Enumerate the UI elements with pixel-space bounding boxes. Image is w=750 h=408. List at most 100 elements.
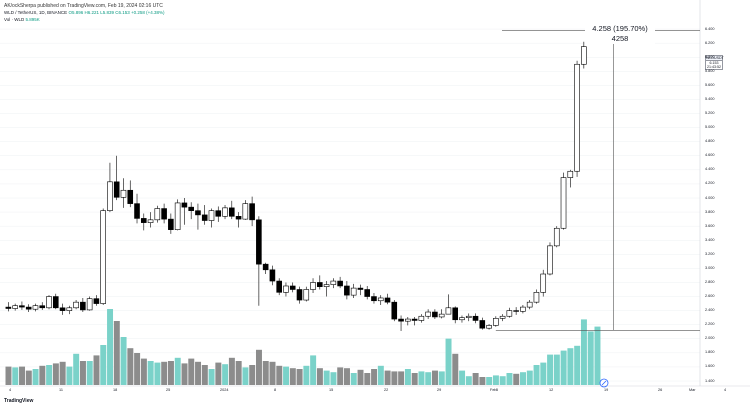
volume-bar (79, 361, 86, 385)
y-tick-label: 3.000 (705, 265, 715, 270)
y-tick-label: 6.200 (705, 40, 715, 45)
candle-body (181, 202, 188, 208)
volume-bar (513, 373, 520, 385)
candle-body (140, 218, 147, 223)
candle-body (506, 310, 513, 317)
x-tick-label: 8 (274, 388, 277, 392)
candle-body (459, 317, 465, 321)
volume-label[interactable]: Vol · WLD (4, 17, 25, 22)
y-tick-label: 4.600 (705, 153, 715, 158)
x-tick-label: 4 (9, 388, 12, 392)
volume-bar (93, 355, 100, 385)
candle-body (249, 203, 255, 221)
volume-bar (506, 373, 513, 385)
candle-body (486, 325, 492, 329)
candle-body (377, 297, 384, 302)
current-symbol: WLDUSDT (706, 56, 724, 60)
candle-body (526, 301, 533, 308)
volume-bar (289, 368, 296, 385)
candle-body (276, 280, 282, 293)
x-tick-label: Feb (490, 388, 497, 392)
candle-body (472, 315, 479, 321)
y-tick-label: 1.800 (705, 350, 715, 355)
volume-bar (32, 369, 39, 385)
volume-bar (384, 370, 391, 385)
volume-bar (5, 366, 12, 385)
y-tick-label: 4.800 (705, 139, 715, 144)
candle-body (364, 289, 370, 297)
candle-body (479, 320, 486, 329)
volume-bar (46, 365, 53, 385)
y-tick-label: 2.400 (705, 308, 715, 313)
y-tick-label: 4.400 (705, 167, 715, 172)
volume-bar (391, 371, 398, 385)
candle-body (371, 296, 377, 302)
candle-body (120, 189, 127, 198)
y-tick-label: 2.800 (705, 279, 715, 284)
candle-body (66, 307, 73, 311)
measure-tool (495, 29, 700, 331)
y-tick-label: 6.400 (705, 26, 715, 31)
candle-body (391, 301, 398, 320)
candle-body (242, 203, 249, 220)
volume-bar (486, 377, 493, 385)
candle-body (337, 280, 343, 287)
volume-bar (547, 354, 554, 385)
candle-body (581, 46, 587, 65)
volume-line: Vol · WLD 5.895K (4, 17, 40, 22)
candle-body (317, 282, 323, 287)
volume-bar (201, 365, 208, 385)
volume-bar (303, 365, 310, 385)
candle-body (39, 305, 46, 309)
volume-bar (520, 372, 526, 385)
volume-bar (479, 377, 486, 385)
volume-bar (208, 369, 215, 385)
x-tick-label: 5 (496, 388, 499, 392)
measure-label[interactable]: 4.258 (195.70%) 4258 (585, 24, 655, 44)
y-tick-label: 4.000 (705, 195, 715, 200)
candle-body (357, 287, 364, 290)
y-tick-label: 5.800 (705, 68, 715, 73)
x-tick-label: 26 (658, 388, 663, 392)
volume-bar (39, 365, 46, 385)
candle-body (560, 177, 567, 229)
candle-body (19, 305, 25, 308)
y-tick-label: 4.200 (705, 181, 715, 186)
volume-bar (195, 361, 202, 385)
volume-bar (404, 369, 411, 385)
y-tick-label: 6.000 (705, 54, 715, 59)
candle-body (330, 280, 337, 285)
volume-bar (161, 361, 168, 385)
volume-bar (174, 357, 181, 385)
x-tick-label: 12 (549, 388, 554, 392)
volume-bar (235, 361, 242, 385)
volume-bar (553, 354, 560, 385)
y-tick-label: 5.400 (705, 96, 715, 101)
x-tick-label: 29 (437, 388, 442, 392)
volume-bar (59, 361, 66, 385)
candle-body (222, 207, 228, 217)
candle-body (107, 181, 113, 211)
volume-bar (107, 309, 114, 385)
current-price-value: 6.153 (709, 61, 719, 65)
symbol-title[interactable]: WLD / TetherUS, 1D, BINANCE (4, 10, 68, 15)
volume-bar (86, 361, 93, 385)
y-tick-label: 2.200 (705, 322, 715, 327)
volume-bar (459, 370, 466, 385)
candle-body (384, 297, 391, 303)
candle-body (154, 208, 161, 221)
settings-icon[interactable] (599, 378, 609, 388)
volume-bar (310, 355, 317, 385)
candle-body (540, 273, 547, 293)
volume-bar (357, 369, 364, 385)
x-tick-label: 2024 (220, 388, 229, 392)
candle-body (174, 202, 181, 230)
candle-body (113, 181, 120, 198)
candle-body (438, 313, 445, 318)
candle-body (574, 63, 580, 172)
x-tick-label: 11 (59, 388, 63, 392)
volume-bar (188, 358, 195, 385)
candle-body (32, 305, 39, 310)
candle-body (46, 296, 52, 309)
